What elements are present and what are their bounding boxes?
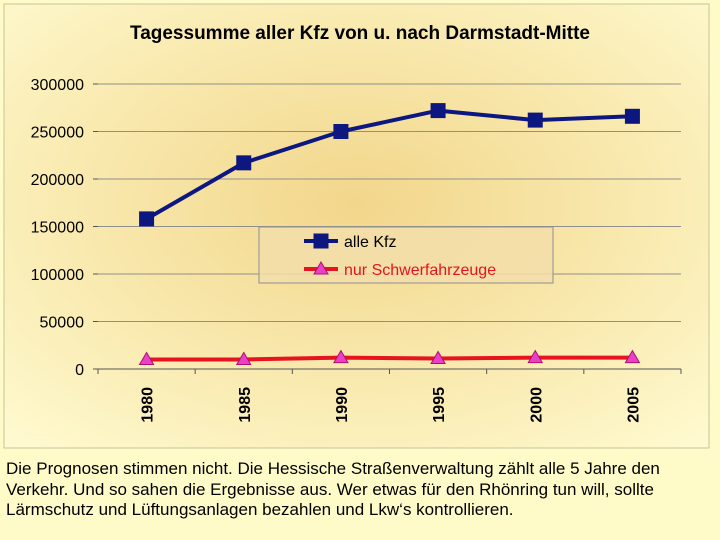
data-point <box>235 351 252 365</box>
data-point <box>333 349 349 364</box>
y-tick-label: 250000 <box>31 125 84 142</box>
data-point <box>138 351 155 365</box>
data-point <box>527 112 543 128</box>
data-point <box>430 103 446 119</box>
data-point <box>527 349 544 364</box>
chart-title: Tagessumme aller Kfz von u. nach Darmsta… <box>130 23 590 44</box>
y-tick-label: 0 <box>75 362 84 379</box>
legend-label: nur Schwerfahrzeuge <box>344 262 496 279</box>
legend: alle Kfz nur Schwerfahrzeuge <box>258 226 554 284</box>
data-point <box>333 124 349 139</box>
x-tick-label: 2000 <box>528 387 545 423</box>
legend-label: alle Kfz <box>344 234 396 251</box>
x-tick-label: 1995 <box>431 387 448 423</box>
data-point <box>236 155 252 171</box>
data-point <box>430 350 446 365</box>
y-tick-label: 300000 <box>31 77 84 94</box>
x-tick-label: 2005 <box>625 387 642 423</box>
x-tick-label: 1985 <box>237 387 254 423</box>
y-tick-label: 100000 <box>31 267 84 284</box>
x-tick-label: 1980 <box>140 387 157 423</box>
y-tick-label: 50000 <box>40 315 85 332</box>
data-point <box>139 211 155 227</box>
data-point <box>313 261 329 275</box>
data-point <box>624 108 640 124</box>
series-line <box>146 355 633 362</box>
data-point <box>624 349 641 364</box>
x-tick-label: 1990 <box>334 387 351 423</box>
data-point <box>313 233 329 249</box>
caption-text: Die Prognosen stimmen nicht. Die Hessisc… <box>6 459 660 519</box>
chart: Tagessumme aller Kfz von u. nach Darmsta… <box>3 3 710 449</box>
legend-box <box>258 226 554 284</box>
y-tick-label: 200000 <box>31 172 84 189</box>
y-tick-label: 150000 <box>31 220 84 237</box>
series-line <box>145 108 633 221</box>
